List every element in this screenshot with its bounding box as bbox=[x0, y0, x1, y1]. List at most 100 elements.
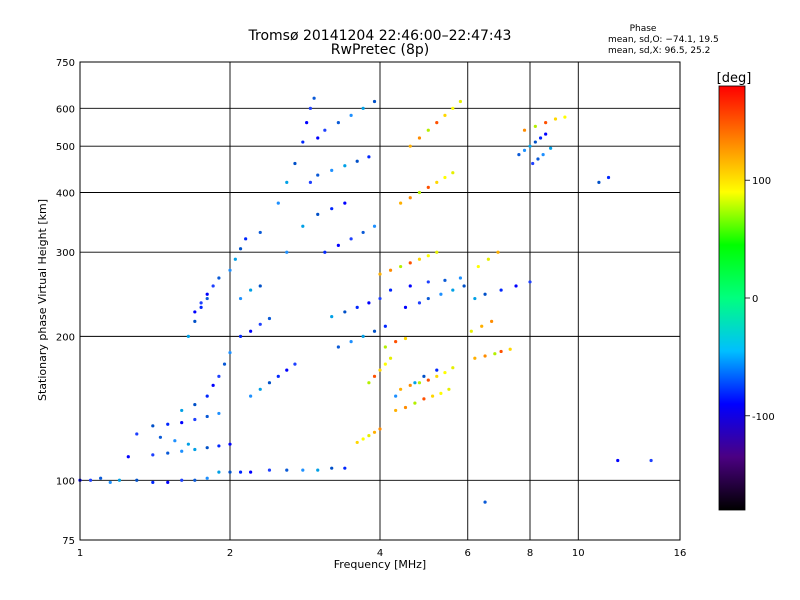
echo-point bbox=[372, 224, 377, 228]
echo-point bbox=[193, 319, 197, 323]
echo-point bbox=[316, 173, 320, 177]
colorbar-ticks: 100 0 -100 bbox=[745, 176, 775, 423]
echo-point bbox=[99, 476, 103, 480]
echo-point bbox=[361, 106, 365, 110]
echo-point bbox=[267, 468, 272, 472]
echo-point bbox=[388, 356, 393, 360]
echo-point bbox=[417, 190, 422, 195]
echo-point bbox=[355, 440, 359, 445]
echo-point bbox=[173, 439, 177, 443]
echo-point bbox=[451, 106, 455, 110]
y-tick-label: 400 bbox=[56, 188, 75, 199]
echo-point bbox=[408, 196, 412, 200]
x-tick-label: 16 bbox=[674, 548, 687, 559]
echo-point bbox=[249, 470, 253, 474]
echo-point bbox=[536, 157, 540, 161]
echo-point bbox=[361, 334, 365, 338]
echo-point bbox=[426, 296, 430, 301]
echo-point bbox=[312, 96, 316, 100]
echo-point bbox=[343, 310, 347, 314]
plot-frame bbox=[79, 61, 681, 541]
echo-point bbox=[228, 470, 232, 474]
echo-point bbox=[531, 161, 535, 166]
echo-point bbox=[233, 257, 237, 261]
stats-o-mode: mean, sd,O: −74.1, 19.5 bbox=[608, 35, 719, 45]
echo-point bbox=[135, 432, 139, 436]
echo-point bbox=[616, 458, 620, 463]
echo-point bbox=[349, 237, 353, 241]
echo-point bbox=[378, 272, 382, 276]
echo-point bbox=[549, 146, 553, 150]
echo-point bbox=[285, 368, 289, 372]
echo-point bbox=[408, 261, 412, 265]
echo-point bbox=[217, 411, 221, 416]
echo-point bbox=[372, 99, 377, 104]
echo-point bbox=[606, 175, 611, 180]
echo-point bbox=[422, 397, 426, 401]
echo-point bbox=[249, 394, 253, 398]
echo-point bbox=[408, 144, 412, 148]
y-tick-label: 600 bbox=[56, 104, 75, 115]
x-tick-label: 1 bbox=[77, 548, 83, 559]
echo-point bbox=[522, 128, 527, 132]
echo-point bbox=[473, 296, 477, 301]
colorbar-label: [deg] bbox=[717, 71, 752, 86]
colorbar-tick-label: -100 bbox=[752, 412, 775, 423]
echo-point bbox=[378, 296, 382, 301]
y-tick-label: 750 bbox=[56, 58, 75, 69]
echo-point bbox=[413, 401, 417, 405]
echo-point bbox=[88, 478, 93, 482]
echo-point bbox=[343, 201, 347, 205]
echo-point bbox=[490, 319, 494, 323]
echo-point bbox=[276, 374, 280, 378]
echo-point bbox=[166, 422, 170, 426]
echo-point bbox=[228, 268, 232, 272]
echo-point bbox=[193, 417, 197, 422]
echo-point bbox=[355, 159, 359, 163]
echo-point bbox=[443, 370, 447, 375]
echo-point bbox=[367, 155, 371, 159]
echo-point bbox=[117, 478, 122, 482]
x-tick-label: 2 bbox=[227, 548, 233, 559]
colorbar bbox=[718, 85, 746, 511]
echo-points bbox=[78, 96, 653, 504]
echo-point bbox=[217, 444, 221, 448]
echo-point bbox=[508, 347, 512, 351]
echo-point bbox=[476, 264, 480, 269]
echo-point bbox=[443, 175, 447, 180]
echo-point bbox=[316, 212, 320, 216]
echo-point bbox=[158, 435, 163, 439]
echo-point bbox=[336, 243, 340, 248]
x-tick-label: 8 bbox=[527, 548, 533, 559]
echo-point bbox=[199, 301, 203, 305]
y-axis-ticks: 75 100 200 300 400 500 600 750 bbox=[56, 58, 75, 547]
echo-point bbox=[383, 324, 387, 328]
echo-point bbox=[394, 394, 398, 398]
echo-point bbox=[483, 500, 487, 504]
echo-point bbox=[517, 153, 521, 157]
echo-point bbox=[228, 350, 232, 355]
echo-point bbox=[451, 366, 455, 370]
echo-point bbox=[193, 310, 197, 314]
echo-point bbox=[372, 374, 377, 378]
echo-point bbox=[135, 478, 139, 482]
echo-point bbox=[394, 340, 398, 344]
echo-point bbox=[451, 171, 455, 175]
echo-point bbox=[451, 288, 455, 292]
echo-point bbox=[193, 447, 197, 452]
echo-point bbox=[408, 383, 412, 387]
echo-point bbox=[349, 340, 353, 344]
x-tick-label: 6 bbox=[465, 548, 471, 559]
x-axis-label: Frequency [MHz] bbox=[334, 558, 426, 571]
echo-point bbox=[372, 329, 377, 333]
echo-point bbox=[316, 468, 320, 472]
echo-point bbox=[126, 455, 130, 459]
echo-point bbox=[180, 478, 184, 482]
echo-point bbox=[422, 374, 426, 378]
echo-point bbox=[249, 288, 253, 292]
echo-point bbox=[388, 268, 393, 272]
echo-point bbox=[323, 250, 327, 254]
echo-point bbox=[205, 296, 209, 301]
echo-point bbox=[308, 106, 313, 110]
echo-point bbox=[361, 437, 365, 441]
